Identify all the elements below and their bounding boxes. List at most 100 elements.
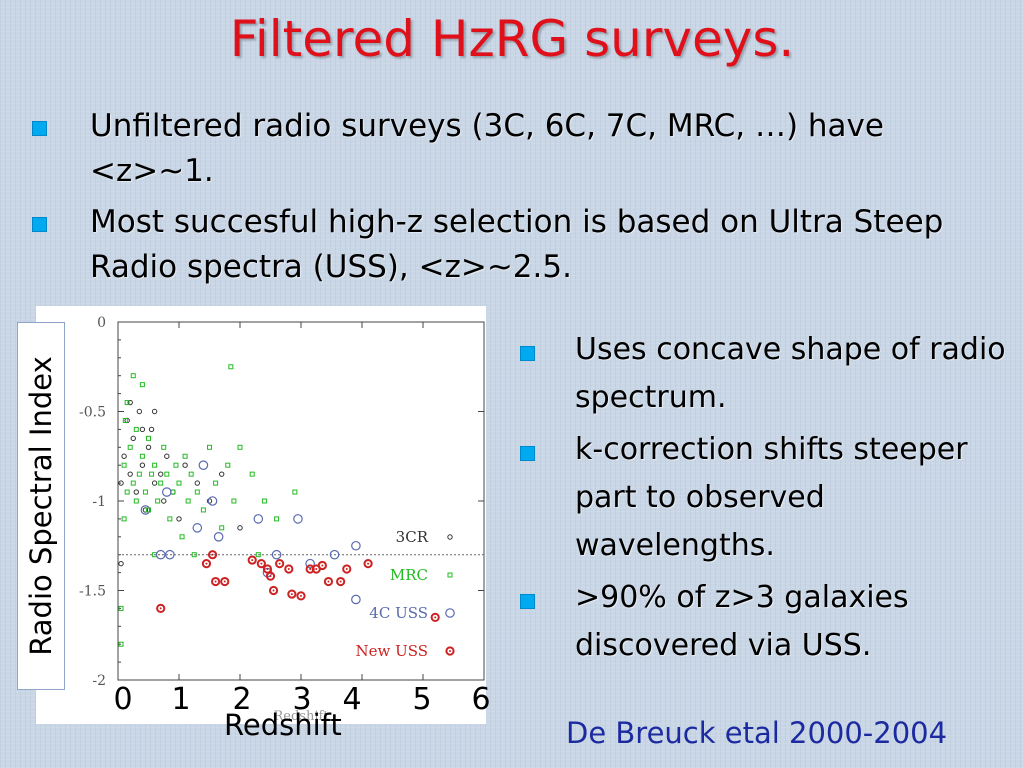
new-uss-point — [247, 555, 257, 565]
mrc-point — [213, 480, 219, 486]
new-uss-point-center — [287, 568, 290, 571]
new-uss-point-center — [260, 562, 263, 565]
new-uss-point-center — [309, 568, 312, 571]
4c-uss-point — [155, 549, 166, 560]
4c-uss-point — [271, 549, 282, 560]
x-tick-label: 6 — [471, 682, 491, 717]
4c-uss-point — [329, 549, 340, 560]
mrc-point — [133, 498, 139, 504]
new-uss-point — [220, 576, 230, 587]
new-uss-point-center — [223, 580, 226, 583]
mrc-point — [124, 400, 130, 406]
new-uss-point-center — [290, 593, 293, 596]
3cr-point — [237, 525, 243, 531]
mrc-point — [130, 480, 136, 486]
3cr-point — [139, 426, 146, 433]
3cr-point — [194, 480, 201, 486]
mrc-point — [139, 382, 145, 388]
new-uss-point-center — [159, 607, 162, 610]
mrc-point — [149, 471, 155, 477]
mrc-point — [261, 498, 267, 504]
new-uss-point-center — [205, 562, 208, 565]
x-tick-label: 0 — [113, 682, 133, 717]
new-uss-point-center — [315, 568, 318, 571]
figure-panel: -2 -1.5 -1 -0.5 0 3CR MRC 4C USS New USS Redshift — [36, 306, 486, 724]
y-tick-label: -1 — [92, 494, 106, 510]
x-tick-label: 4 — [342, 682, 362, 717]
bullet-item: Uses concave shape of radio spectrum. — [508, 326, 1008, 422]
new-uss-point-center — [272, 589, 275, 592]
4c-uss-point — [140, 505, 151, 515]
bullet-square-icon — [32, 121, 47, 136]
mrc-point — [274, 516, 280, 522]
new-uss-point — [317, 560, 327, 571]
mrc-point — [185, 498, 191, 504]
mrc-point — [158, 480, 164, 486]
3cr-point — [118, 560, 124, 567]
right-bullet-list: Uses concave shape of radio spectrum. k-… — [508, 326, 1008, 674]
new-uss-point-center — [434, 616, 437, 619]
3cr-point — [148, 426, 155, 433]
mrc-point — [121, 462, 127, 468]
new-uss-point — [207, 550, 218, 560]
bullet-text: Unfiltered radio surveys (3C, 6C, 7C, MR… — [90, 108, 884, 189]
mrc-point — [219, 525, 225, 531]
new-uss-point — [211, 576, 221, 587]
4c-uss-point — [165, 549, 175, 560]
bullet-text: >90% of z>3 galaxies discovered via USS. — [575, 580, 909, 663]
legend-marker — [445, 608, 455, 618]
bullet-item: >90% of z>3 galaxies discovered via USS. — [508, 574, 1008, 670]
3cr-point — [127, 471, 133, 477]
3cr-point — [219, 471, 225, 477]
bullet-square-icon — [520, 446, 535, 461]
3cr-point — [121, 453, 127, 459]
mrc-point — [130, 373, 136, 379]
citation-credit: De Breuck etal 2000-2004 — [566, 716, 948, 750]
new-uss-point-center — [345, 568, 348, 571]
y-tick-label: -0.5 — [79, 405, 106, 421]
bullet-text: k-correction shifts steeper part to obse… — [575, 432, 968, 563]
bullet-text: Most succesful high-z selection is based… — [90, 204, 944, 285]
4c-uss-point — [351, 540, 361, 551]
3cr-point — [139, 462, 146, 468]
new-uss-point — [256, 559, 266, 569]
new-uss-point-center — [367, 562, 370, 565]
3cr-point — [161, 498, 167, 504]
mrc-point — [127, 444, 133, 450]
mrc-point — [152, 462, 158, 468]
mrc-point — [124, 489, 130, 495]
plot-frame — [117, 321, 485, 681]
bullet-square-icon — [32, 217, 47, 232]
3cr-point — [136, 408, 143, 415]
new-uss-point-center — [251, 559, 254, 562]
mrc-point — [179, 534, 185, 540]
mrc-point — [133, 426, 139, 432]
mrc-point — [292, 489, 298, 495]
legend-label: 4C USS — [369, 604, 428, 622]
x-axis-tick-labels: 0 1 2 3 4 5 6 — [0, 682, 1024, 722]
new-uss-point — [342, 564, 352, 574]
mrc-point — [173, 462, 179, 468]
mrc-point — [228, 364, 234, 370]
3cr-point — [151, 408, 158, 415]
bullet-square-icon — [520, 594, 535, 609]
4c-uss-point — [305, 558, 315, 569]
legend-marker-center — [449, 650, 451, 652]
mrc-point — [237, 444, 243, 450]
legend-label: New USS — [355, 642, 428, 660]
x-tick-label: 3 — [292, 682, 312, 717]
new-uss-point-center — [321, 564, 324, 567]
new-uss-point — [305, 564, 315, 574]
3cr-point — [151, 480, 158, 486]
4c-uss-point — [162, 487, 172, 497]
mrc-point — [225, 462, 231, 468]
mrc-point — [255, 552, 261, 558]
3cr-point — [145, 444, 152, 451]
y-tick-label: -1.5 — [79, 584, 106, 600]
3cr-point — [182, 462, 188, 468]
mrc-point — [118, 641, 124, 647]
new-uss-point-center — [327, 580, 330, 583]
new-uss-point-center — [269, 575, 272, 578]
mrc-point — [191, 552, 197, 558]
4c-uss-point — [198, 460, 209, 470]
